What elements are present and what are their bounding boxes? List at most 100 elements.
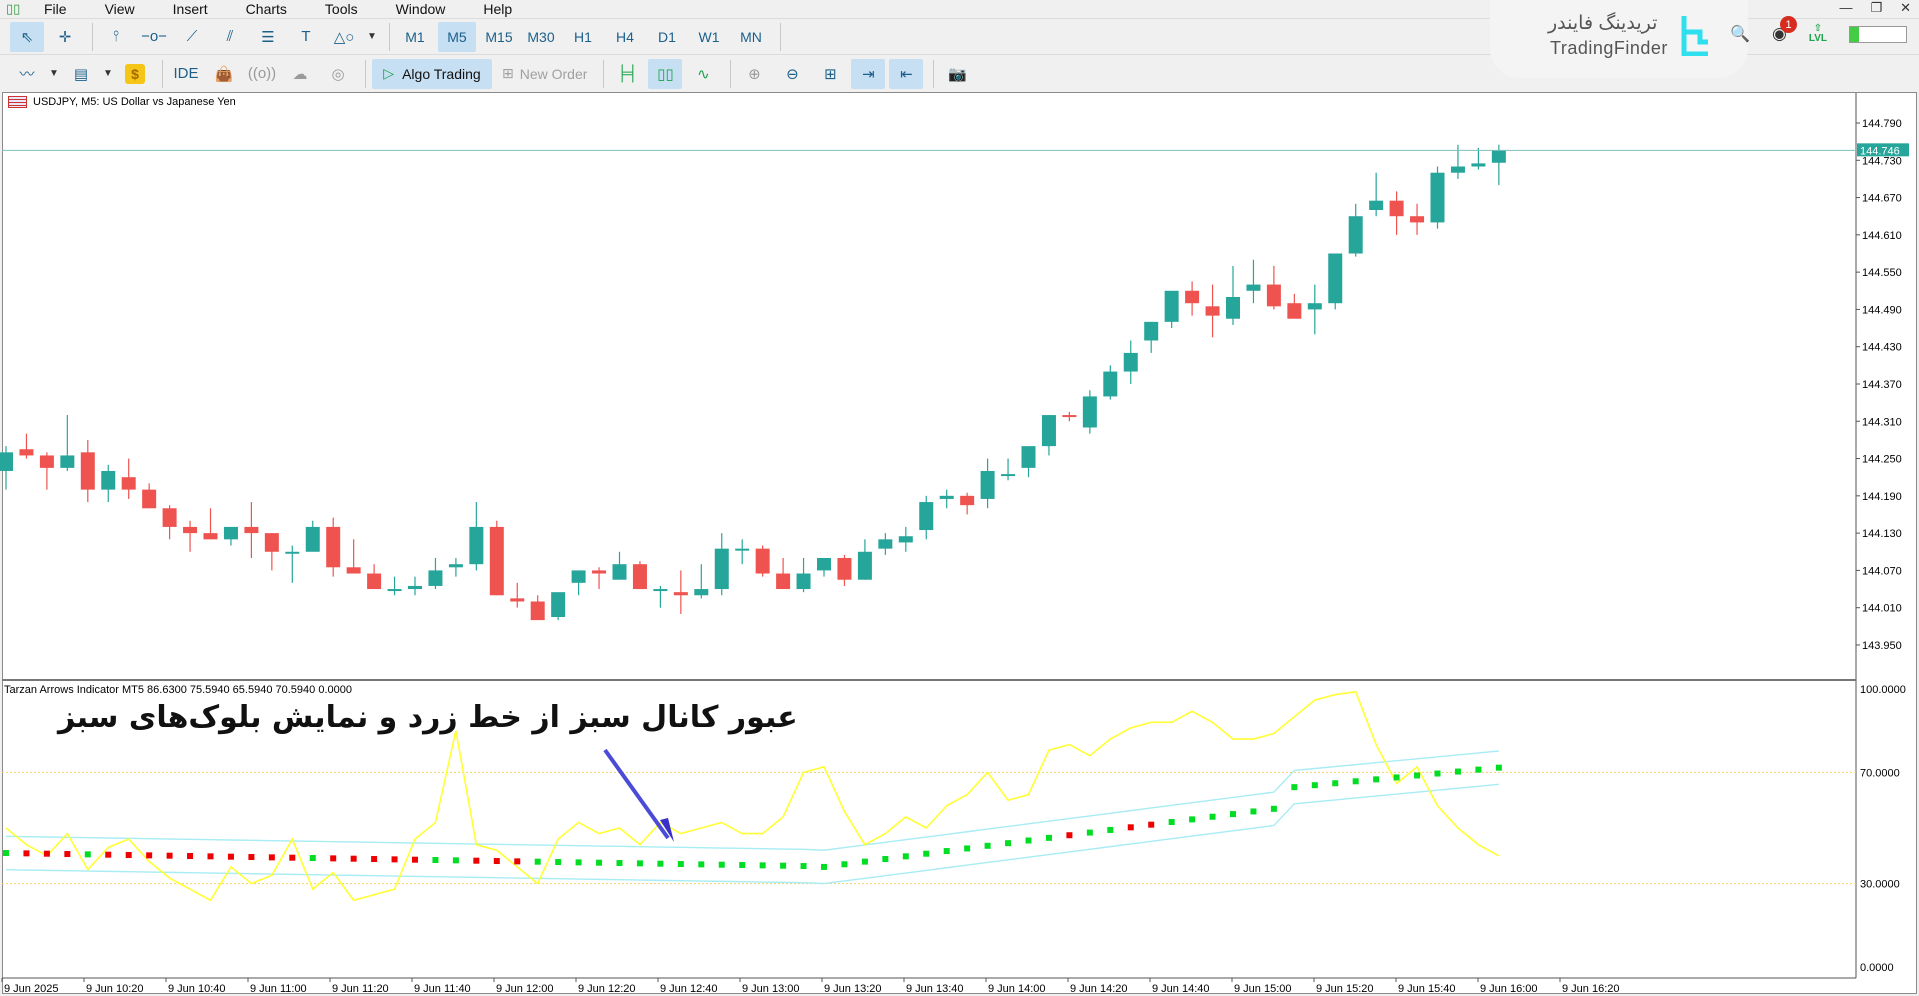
zoom-in-button[interactable]: ⊕ [737,59,771,89]
menu-charts[interactable]: Charts [245,1,287,17]
timeframe-h1[interactable]: H1 [574,28,592,45]
zoom-out-button[interactable]: ⊖ [775,59,809,89]
chart-window[interactable] [2,92,1917,994]
restore-icon[interactable]: ❐ [1870,0,1883,15]
bullish-block [800,863,807,870]
bullish-block [636,860,643,867]
price-axis-label: 144.490 [1862,304,1902,316]
auto-scroll-button[interactable]: ⇥ [851,58,886,89]
line-chart-icon: ∿ [697,65,710,83]
vertical-line-icon: ⫯ [112,28,120,45]
bar-chart-button[interactable]: ╞╡ [610,59,644,89]
algo-trading-button[interactable]: ▷ Algo Trading [372,58,492,89]
chart-type-dropdown[interactable]: ▼ [48,59,60,89]
grid-icon: ⊞ [824,65,837,83]
bullish-block [575,859,582,866]
bullish-block [902,853,909,860]
time-axis-label: 9 Jun 14:20 [1070,983,1128,995]
bearish-block [227,853,234,860]
market-button[interactable]: $ [118,59,152,89]
fibonacci-button[interactable]: ☰ [251,22,285,52]
bullish-candle [653,589,668,592]
timeframe-m1[interactable]: M1 [405,28,425,45]
lvl-label: LVL [1808,33,1827,44]
chart-shift-icon: ⇤ [900,65,913,83]
timeframe-mn[interactable]: MN [740,28,762,45]
menu-help[interactable]: Help [483,1,513,17]
bullish-candle [1450,166,1465,173]
candlestick-chart-button[interactable]: ▯▯ [648,58,683,89]
bearish-block [1127,824,1134,831]
chart-type-button[interactable]: 〰 [10,59,44,89]
menu-window[interactable]: Window [395,1,446,17]
text-tool-button[interactable]: T [289,22,323,52]
bullish-block [3,850,9,857]
timeframe-m15[interactable]: M15 [485,28,513,45]
shapes-button[interactable]: △○ [327,22,361,52]
time-axis-label: 9 Jun 14:40 [1152,983,1210,995]
price-axis-label: 144.370 [1862,379,1902,391]
annotation-arrow-icon [603,748,674,842]
menu-file[interactable]: File [44,1,67,17]
current-price-tag [1857,143,1909,157]
new-order-button[interactable]: ⊞ New Order [496,59,593,89]
vps-button[interactable]: ☁ [283,59,317,89]
timeframe-d1[interactable]: D1 [658,28,676,45]
new-order-label: New Order [519,65,588,82]
time-axis-label: 9 Jun 15:40 [1398,983,1456,995]
timeframe-m30[interactable]: M30 [527,28,555,45]
level-progress-fill [1850,26,1859,42]
ide-button[interactable]: IDE [173,65,199,82]
timeframe-m5[interactable]: M5 [438,21,476,52]
vertical-line-button[interactable]: ⫯ [99,22,133,52]
channel-button[interactable]: ⫽ [213,22,247,52]
bearish-candle [1287,303,1302,319]
zoom-out-icon: ⊖ [786,65,799,83]
bearish-block [125,852,132,859]
bullish-candle [694,589,709,596]
line-chart-button[interactable]: ∿ [686,59,720,89]
cursor-tool-button[interactable]: ⇖ [10,21,44,52]
yellow-signal-line [5,690,1500,902]
menu-tools[interactable]: Tools [324,1,358,17]
bullish-candle [1123,352,1138,372]
bullish-candle [1430,172,1445,223]
crosshair-tool-button[interactable]: ✛ [48,22,82,52]
time-axis-label: 9 Jun 12:40 [660,983,718,995]
timeframe-h4[interactable]: H4 [616,28,634,45]
bearish-block [391,856,398,863]
price-axis-label: 144.610 [1862,230,1902,242]
search-icon[interactable]: 🔍 [1730,26,1750,43]
logo-text-en: TradingFinder [1550,38,1668,58]
bearish-block [473,857,480,864]
menu-view[interactable]: View [104,1,135,17]
shapes-dropdown[interactable]: ▼ [365,22,379,52]
price-axis-label: 144.790 [1862,118,1902,130]
bullish-candle [305,526,320,552]
signals-button[interactable]: ((o)) [245,59,279,89]
menu-insert[interactable]: Insert [172,1,208,17]
close-icon[interactable]: ✕ [1900,0,1911,15]
price-axis-label: 144.730 [1862,155,1902,167]
bullish-block [657,860,664,867]
indicators-dropdown[interactable]: ▼ [102,59,114,89]
bearish-candle [776,573,791,590]
tile-windows-button[interactable]: ⊞ [813,59,847,89]
time-axis-label: 9 Jun 11:00 [250,983,307,995]
notifications-button[interactable]: ◉ 1 [1772,16,1797,44]
screenshot-button[interactable]: 📷 [940,59,974,89]
shop-button[interactable]: 👜 [207,59,241,89]
minimize-icon[interactable]: — [1839,0,1853,15]
time-axis-label: 9 Jun 16:00 [1480,983,1538,995]
horizontal-line-button[interactable]: −o− [137,22,171,52]
bullish-block [780,862,787,869]
time-axis-label: 9 Jun 10:40 [168,983,226,995]
symbol-flag-icon [8,96,27,108]
indicators-button[interactable]: ▤ [64,59,98,89]
fingerprint-button[interactable]: ◎ [321,59,355,89]
trendline-button[interactable]: ⟋ [175,22,209,52]
timeframe-w1[interactable]: W1 [698,28,720,45]
line-chart-icon: 〰 [19,66,35,83]
chart-shift-button[interactable]: ⇤ [889,58,924,89]
